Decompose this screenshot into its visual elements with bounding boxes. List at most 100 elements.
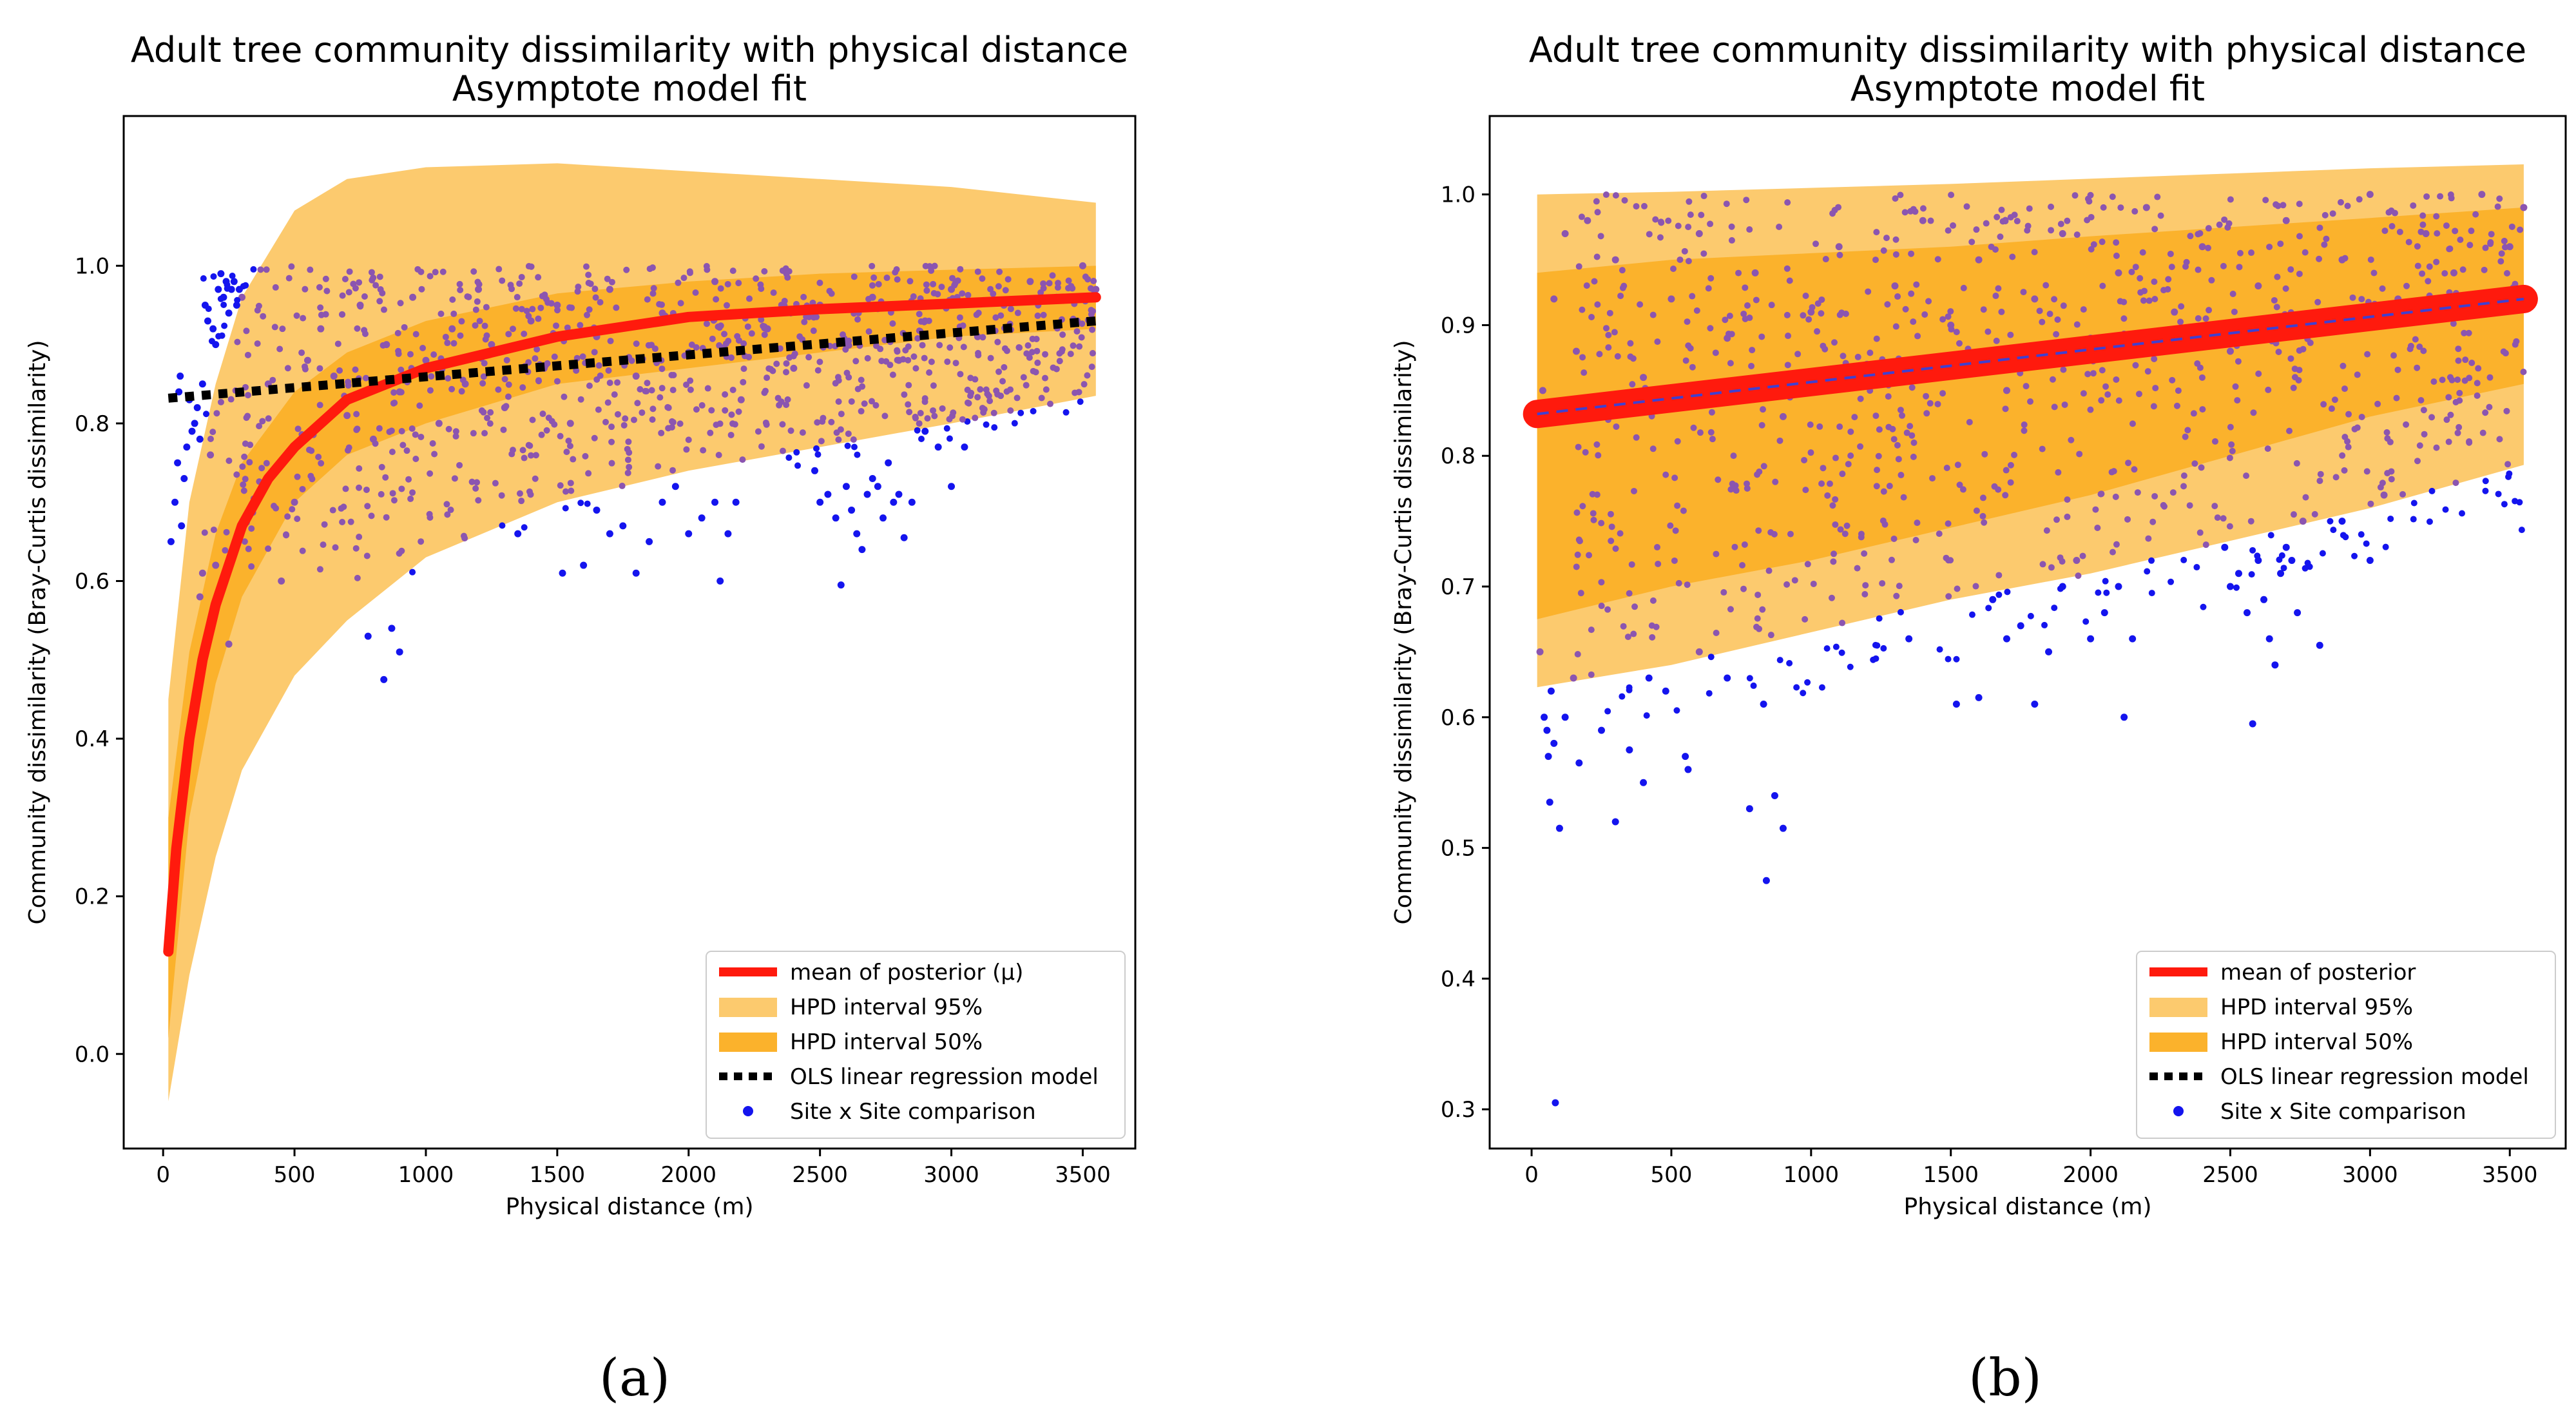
data-point xyxy=(707,429,714,436)
data-point xyxy=(1892,251,1899,258)
data-point xyxy=(1910,453,1917,460)
data-point xyxy=(1088,364,1095,371)
data-point xyxy=(1912,208,1919,215)
data-point xyxy=(996,268,1003,275)
data-point xyxy=(1783,581,1791,588)
legend-box xyxy=(706,951,1126,1139)
data-point xyxy=(1966,418,1973,425)
data-point xyxy=(1804,679,1811,686)
data-point xyxy=(949,275,956,282)
data-point xyxy=(2196,230,2204,237)
data-point xyxy=(418,286,425,293)
data-point xyxy=(1733,487,1740,494)
data-point xyxy=(1751,269,1759,276)
data-point xyxy=(343,412,351,420)
data-point xyxy=(1768,302,1775,309)
data-point xyxy=(557,432,564,440)
data-point xyxy=(864,354,871,362)
data-point xyxy=(1575,536,1582,543)
data-point xyxy=(2049,376,2056,383)
data-point xyxy=(294,473,301,480)
data-point xyxy=(246,459,253,466)
data-point xyxy=(399,441,407,449)
data-point xyxy=(2178,303,2185,310)
data-point xyxy=(613,304,620,311)
data-point xyxy=(505,393,512,400)
data-point xyxy=(1617,530,1624,537)
data-point xyxy=(637,385,644,393)
data-point xyxy=(2287,266,2294,273)
data-point xyxy=(350,280,357,287)
data-point xyxy=(2073,321,2081,328)
data-point xyxy=(2358,531,2365,538)
data-point xyxy=(1067,351,1074,358)
data-point xyxy=(2064,496,2071,503)
data-point xyxy=(1839,470,1846,478)
data-point xyxy=(889,320,896,327)
data-point xyxy=(505,381,512,388)
data-point xyxy=(370,274,377,281)
chart-title: Adult tree community dissimilarity with … xyxy=(131,30,1128,70)
data-point xyxy=(1007,407,1014,414)
data-point xyxy=(409,568,416,576)
data-point xyxy=(944,358,951,365)
data-point xyxy=(2196,529,2204,536)
data-point xyxy=(1886,483,1893,490)
data-point xyxy=(389,490,396,497)
data-point xyxy=(1689,364,1696,371)
data-point xyxy=(1619,267,1626,274)
data-point xyxy=(353,411,360,418)
data-point xyxy=(2341,385,2349,393)
data-point xyxy=(1689,293,1696,300)
data-point xyxy=(2296,367,2303,374)
data-point xyxy=(951,282,958,289)
data-point xyxy=(2232,383,2239,390)
data-point xyxy=(263,266,270,273)
data-point xyxy=(514,530,522,538)
data-point xyxy=(298,349,305,356)
data-point xyxy=(1740,585,1747,592)
data-point xyxy=(595,406,602,413)
data-point xyxy=(1762,877,1770,884)
data-point xyxy=(779,447,786,454)
data-point xyxy=(2495,490,2502,498)
data-point xyxy=(316,402,323,409)
data-point xyxy=(566,442,573,449)
data-point xyxy=(2459,510,2466,517)
data-point xyxy=(196,435,204,443)
data-point xyxy=(409,425,416,432)
data-point xyxy=(470,268,477,275)
data-point xyxy=(2041,621,2048,628)
data-point xyxy=(2073,556,2081,564)
data-point xyxy=(923,287,930,294)
data-point xyxy=(2501,237,2508,244)
data-point xyxy=(1939,390,1946,397)
y-tick-label: 0.4 xyxy=(1441,966,1475,992)
data-point xyxy=(1033,347,1041,354)
data-point xyxy=(577,499,584,507)
data-point xyxy=(1698,211,1705,218)
data-point xyxy=(1765,567,1773,574)
data-point xyxy=(669,467,677,474)
data-point xyxy=(1836,251,1843,258)
data-point xyxy=(240,487,247,494)
data-point xyxy=(2419,270,2426,277)
data-point xyxy=(2226,454,2233,461)
data-point xyxy=(784,396,791,403)
data-point xyxy=(2287,355,2294,362)
data-point xyxy=(670,372,677,379)
data-point xyxy=(2367,500,2374,507)
data-point xyxy=(622,415,629,422)
data-point xyxy=(956,314,963,321)
data-point xyxy=(1874,467,1881,474)
data-point xyxy=(474,278,481,286)
data-point xyxy=(983,421,990,428)
data-point xyxy=(834,374,841,381)
data-point xyxy=(1590,516,1597,523)
data-point xyxy=(2007,461,2014,469)
data-point xyxy=(1983,220,1990,227)
data-point xyxy=(1919,205,1927,212)
data-point xyxy=(1611,329,1618,336)
data-point xyxy=(472,322,479,329)
data-point xyxy=(2267,532,2274,539)
